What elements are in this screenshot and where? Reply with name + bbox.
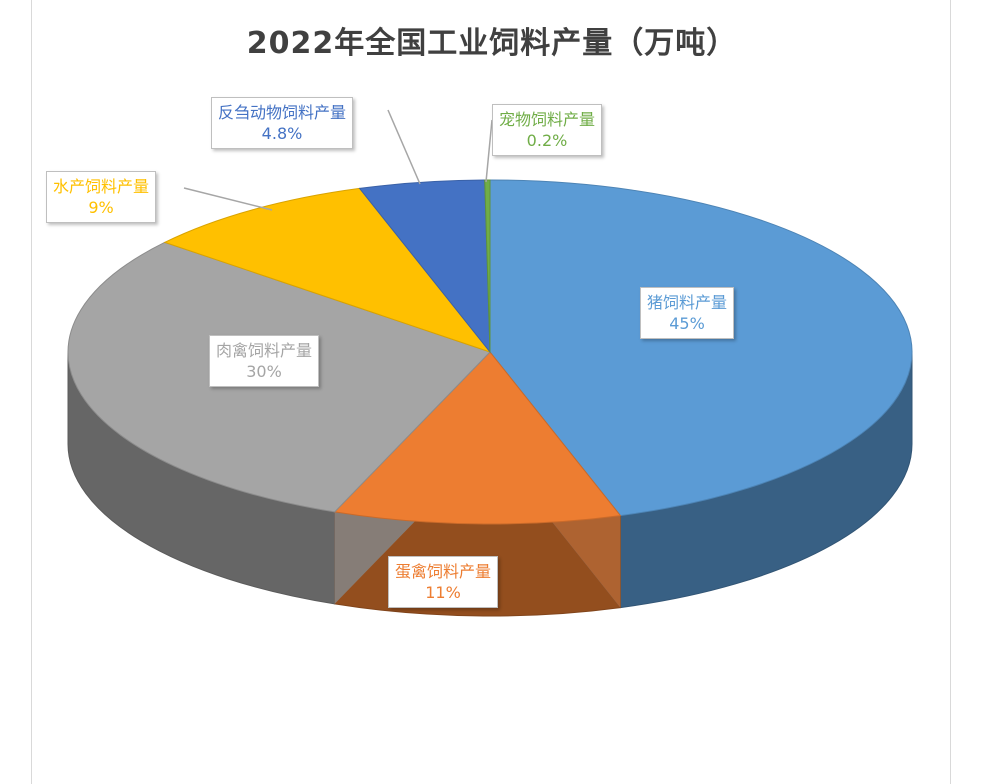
chart-title: 2022年全国工业饲料产量（万吨） xyxy=(246,26,738,61)
leader-line-4 xyxy=(387,109,421,185)
data-label-2: 肉禽饲料产量 30% xyxy=(209,335,320,387)
data-label-percent: 9% xyxy=(88,198,114,217)
leader-line-5 xyxy=(485,119,493,183)
data-label-1: 蛋禽饲料产量 11% xyxy=(388,556,499,608)
data-label-0: 猪饲料产量 45% xyxy=(640,287,735,339)
leader-line-3 xyxy=(183,187,273,211)
pie-slice-1 xyxy=(333,351,622,525)
data-label-3: 水产饲料产量 9% xyxy=(46,171,157,223)
data-label-name: 蛋禽饲料产量 xyxy=(395,562,492,581)
data-label-4: 反刍动物饲料产量 4.8% xyxy=(211,97,354,149)
pie-top-faces xyxy=(67,179,913,525)
data-label-percent: 45% xyxy=(669,314,705,333)
pie-slice-5 xyxy=(484,179,491,353)
data-label-name: 猪饲料产量 xyxy=(647,293,728,312)
data-label-name: 宠物饲料产量 xyxy=(499,110,596,129)
data-label-5: 宠物饲料产量 0.2% xyxy=(492,104,603,156)
data-label-name: 反刍动物饲料产量 xyxy=(218,103,347,122)
data-label-percent: 4.8% xyxy=(261,124,303,143)
leader-lines xyxy=(183,109,493,211)
data-label-name: 肉禽饲料产量 xyxy=(216,341,313,360)
pie-slice-0 xyxy=(489,179,913,517)
data-label-percent: 11% xyxy=(425,583,461,602)
data-label-name: 水产饲料产量 xyxy=(53,177,150,196)
data-label-percent: 30% xyxy=(246,362,282,381)
pie-slice-3 xyxy=(163,187,492,354)
data-label-percent: 0.2% xyxy=(526,131,568,150)
